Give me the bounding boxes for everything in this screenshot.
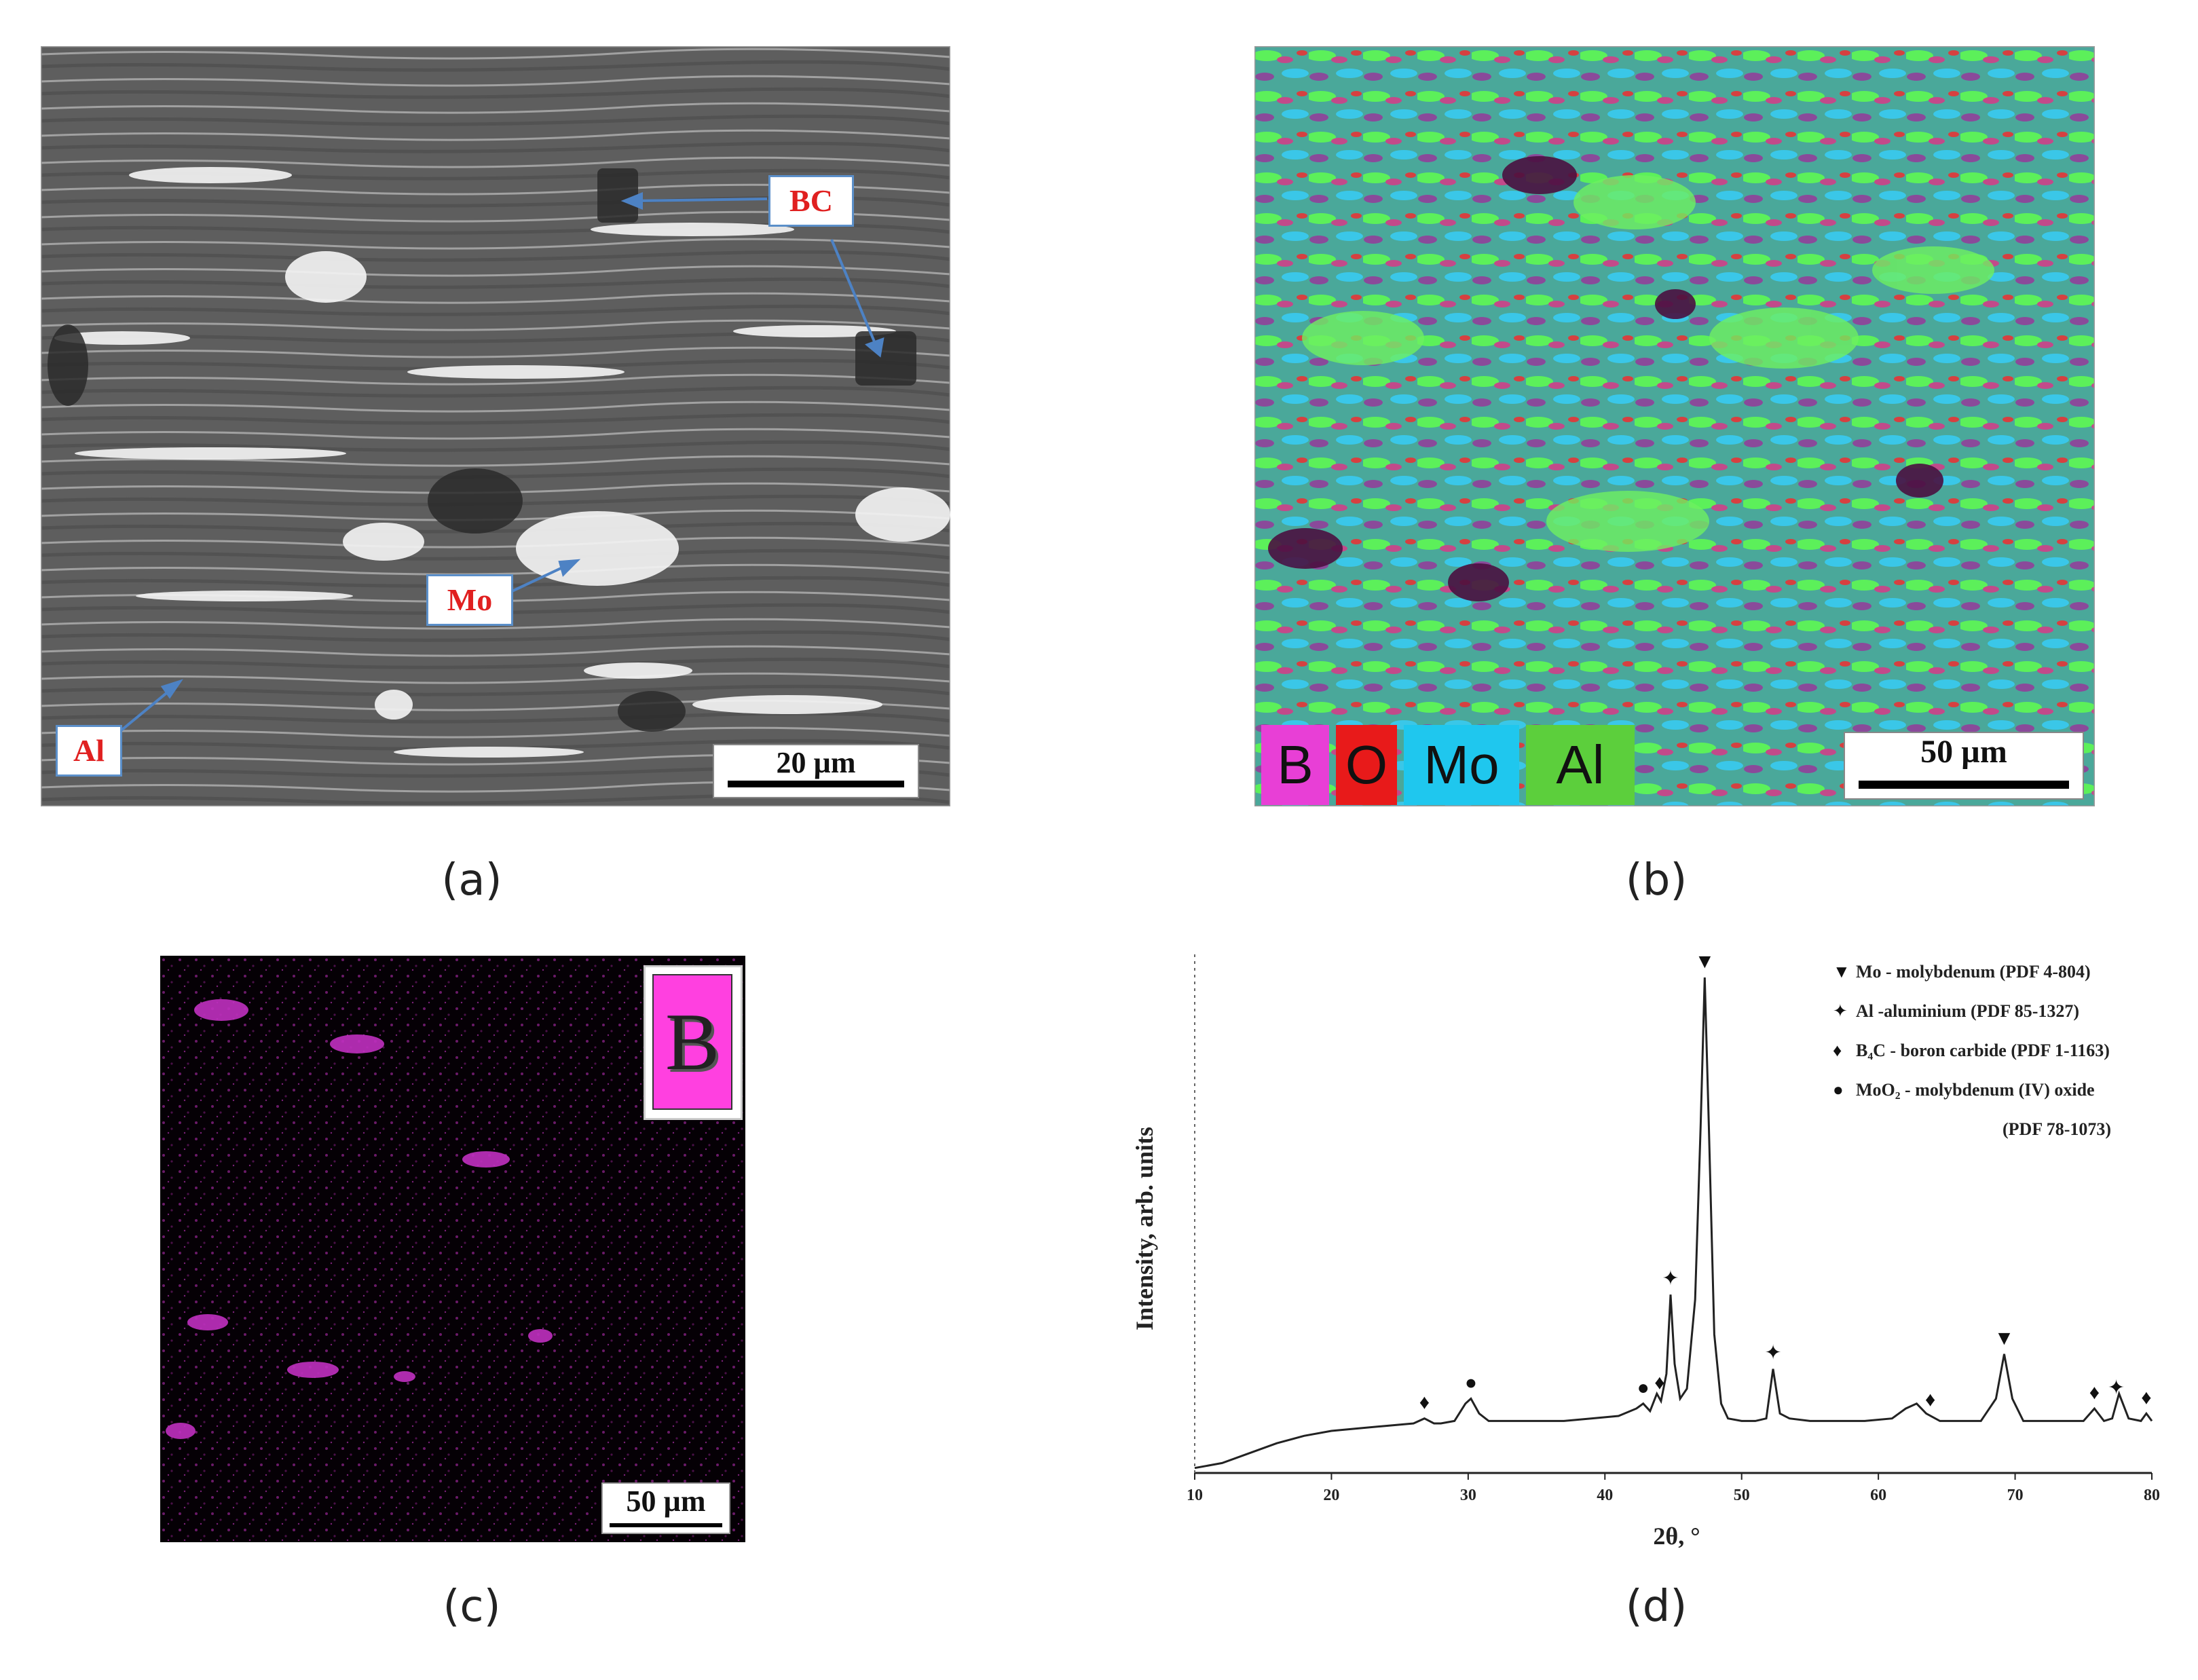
legend-entry: Al -aluminium (PDF 85-1327): [1856, 1001, 2079, 1021]
scale-bar-label: 50 µm: [626, 1485, 706, 1518]
legend-marker: ✦: [1833, 1001, 1848, 1021]
x-tick-label: 70: [2007, 1487, 2024, 1504]
panel-a-sem-image: BC Mo Al 20 µm: [39, 45, 952, 808]
boron-element-label: B: [665, 996, 720, 1087]
label-al: Al: [56, 725, 122, 777]
boron-element-badge: B: [644, 965, 743, 1120]
sem-micrograph: [39, 45, 952, 808]
x-axis-label: 2θ, °: [1653, 1523, 1700, 1548]
chart-axes: [1194, 950, 2152, 1474]
arrow-bc-1: [631, 198, 768, 202]
chart-legend: ▼ Mo - molybdenum (PDF 4-804) ✦ Al -alumini…: [1833, 962, 2111, 1139]
x-tick-label: 60: [1870, 1487, 1886, 1504]
x-tick-label: 10: [1187, 1487, 1203, 1504]
legend-mo: Mo: [1404, 725, 1519, 805]
panel-b-eds-map: B O Mo Al 50 µm: [1253, 45, 2096, 808]
legend-entry: (PDF 78-1073): [2003, 1119, 2111, 1139]
legend-al: Al: [1526, 725, 1635, 805]
legend-entry: MoO₂ - molybdenum (IV) oxide: [1856, 1080, 2095, 1100]
scale-bar-c: 50 µm: [601, 1482, 730, 1534]
legend-al-label: Al: [1556, 734, 1605, 795]
legend-o-label: O: [1345, 734, 1388, 795]
peak-marker: ♦: [1419, 1392, 1430, 1414]
arrow-mo: [508, 564, 567, 594]
peak-marker: ✦: [2108, 1377, 2125, 1399]
legend-marker: ▼: [1833, 962, 1850, 982]
legend-o: O: [1336, 725, 1397, 805]
peak-marker: ✦: [1662, 1267, 1679, 1290]
legend-marker: ●: [1833, 1080, 1844, 1100]
x-tick-label: 80: [2144, 1487, 2160, 1504]
chart-ticks: 10 20 30 40 50 60 70 80: [1187, 1473, 2160, 1504]
y-axis-label: Intensity, arb. units: [1131, 1127, 1158, 1330]
peak-markers: ♦● ● ♦✦▼✦♦▼♦ ✦ ♦: [1419, 950, 2152, 1414]
peak-marker: ♦: [1654, 1372, 1664, 1394]
arrow-al: [114, 686, 174, 736]
panel-d-xrd-chart: 10 20 30 40 50 60 70 80 ♦ ● ● ♦ ✦ ▼ ✦ ♦ ▼ ♦ ✦ ♦ 2θ, ° Inte…: [1113, 937, 2186, 1550]
x-tick-label: 50: [1734, 1487, 1750, 1504]
scale-bar-b: 50 µm: [1844, 732, 2084, 800]
caption-c: (c): [443, 1582, 501, 1632]
peak-marker: ▼: [1994, 1327, 2015, 1349]
peak-marker: ♦: [2089, 1381, 2100, 1404]
legend-entry: B₄C - boron carbide (PDF 1-1163): [1856, 1041, 2110, 1060]
peak-marker: ●: [1637, 1377, 1650, 1399]
caption-b: (b): [1625, 855, 1688, 906]
label-bc: BC: [768, 175, 854, 227]
peak-marker: ♦: [1925, 1389, 1935, 1411]
caption-d: (d): [1625, 1582, 1688, 1632]
legend-marker: ♦: [1833, 1041, 1842, 1060]
legend-mo-label: Mo: [1423, 734, 1500, 795]
scale-bar-label: 20 µm: [776, 746, 856, 779]
peak-marker: ●: [1465, 1372, 1477, 1394]
x-tick-label: 40: [1597, 1487, 1613, 1504]
scale-bar-label: 50 µm: [1920, 734, 2007, 770]
legend-b: B: [1261, 725, 1329, 805]
element-legend: B O Mo Al: [1261, 725, 1641, 805]
peak-marker: ▼: [1694, 950, 1715, 973]
x-tick-label: 20: [1323, 1487, 1339, 1504]
panel-c-boron-map: B 50 µm: [160, 956, 745, 1542]
xrd-chart: 10 20 30 40 50 60 70 80 ♦● ● ♦✦▼✦♦▼♦ ✦ ♦ 2θ, ° Inte…: [1131, 950, 2160, 1550]
legend-entry: Mo - molybdenum (PDF 4-804): [1856, 962, 2091, 982]
caption-a: (a): [441, 855, 502, 906]
eds-composite-map: [1253, 45, 2096, 808]
x-tick-label: 30: [1460, 1487, 1476, 1504]
peak-marker: ♦: [2141, 1386, 2151, 1408]
peak-marker: ✦: [1764, 1342, 1781, 1364]
scale-bar-a: 20 µm: [713, 744, 919, 798]
legend-b-label: B: [1277, 734, 1314, 795]
xrd-pattern-line: [1194, 977, 2153, 1470]
arrow-bc-2: [830, 239, 877, 346]
label-mo: Mo: [426, 574, 513, 626]
